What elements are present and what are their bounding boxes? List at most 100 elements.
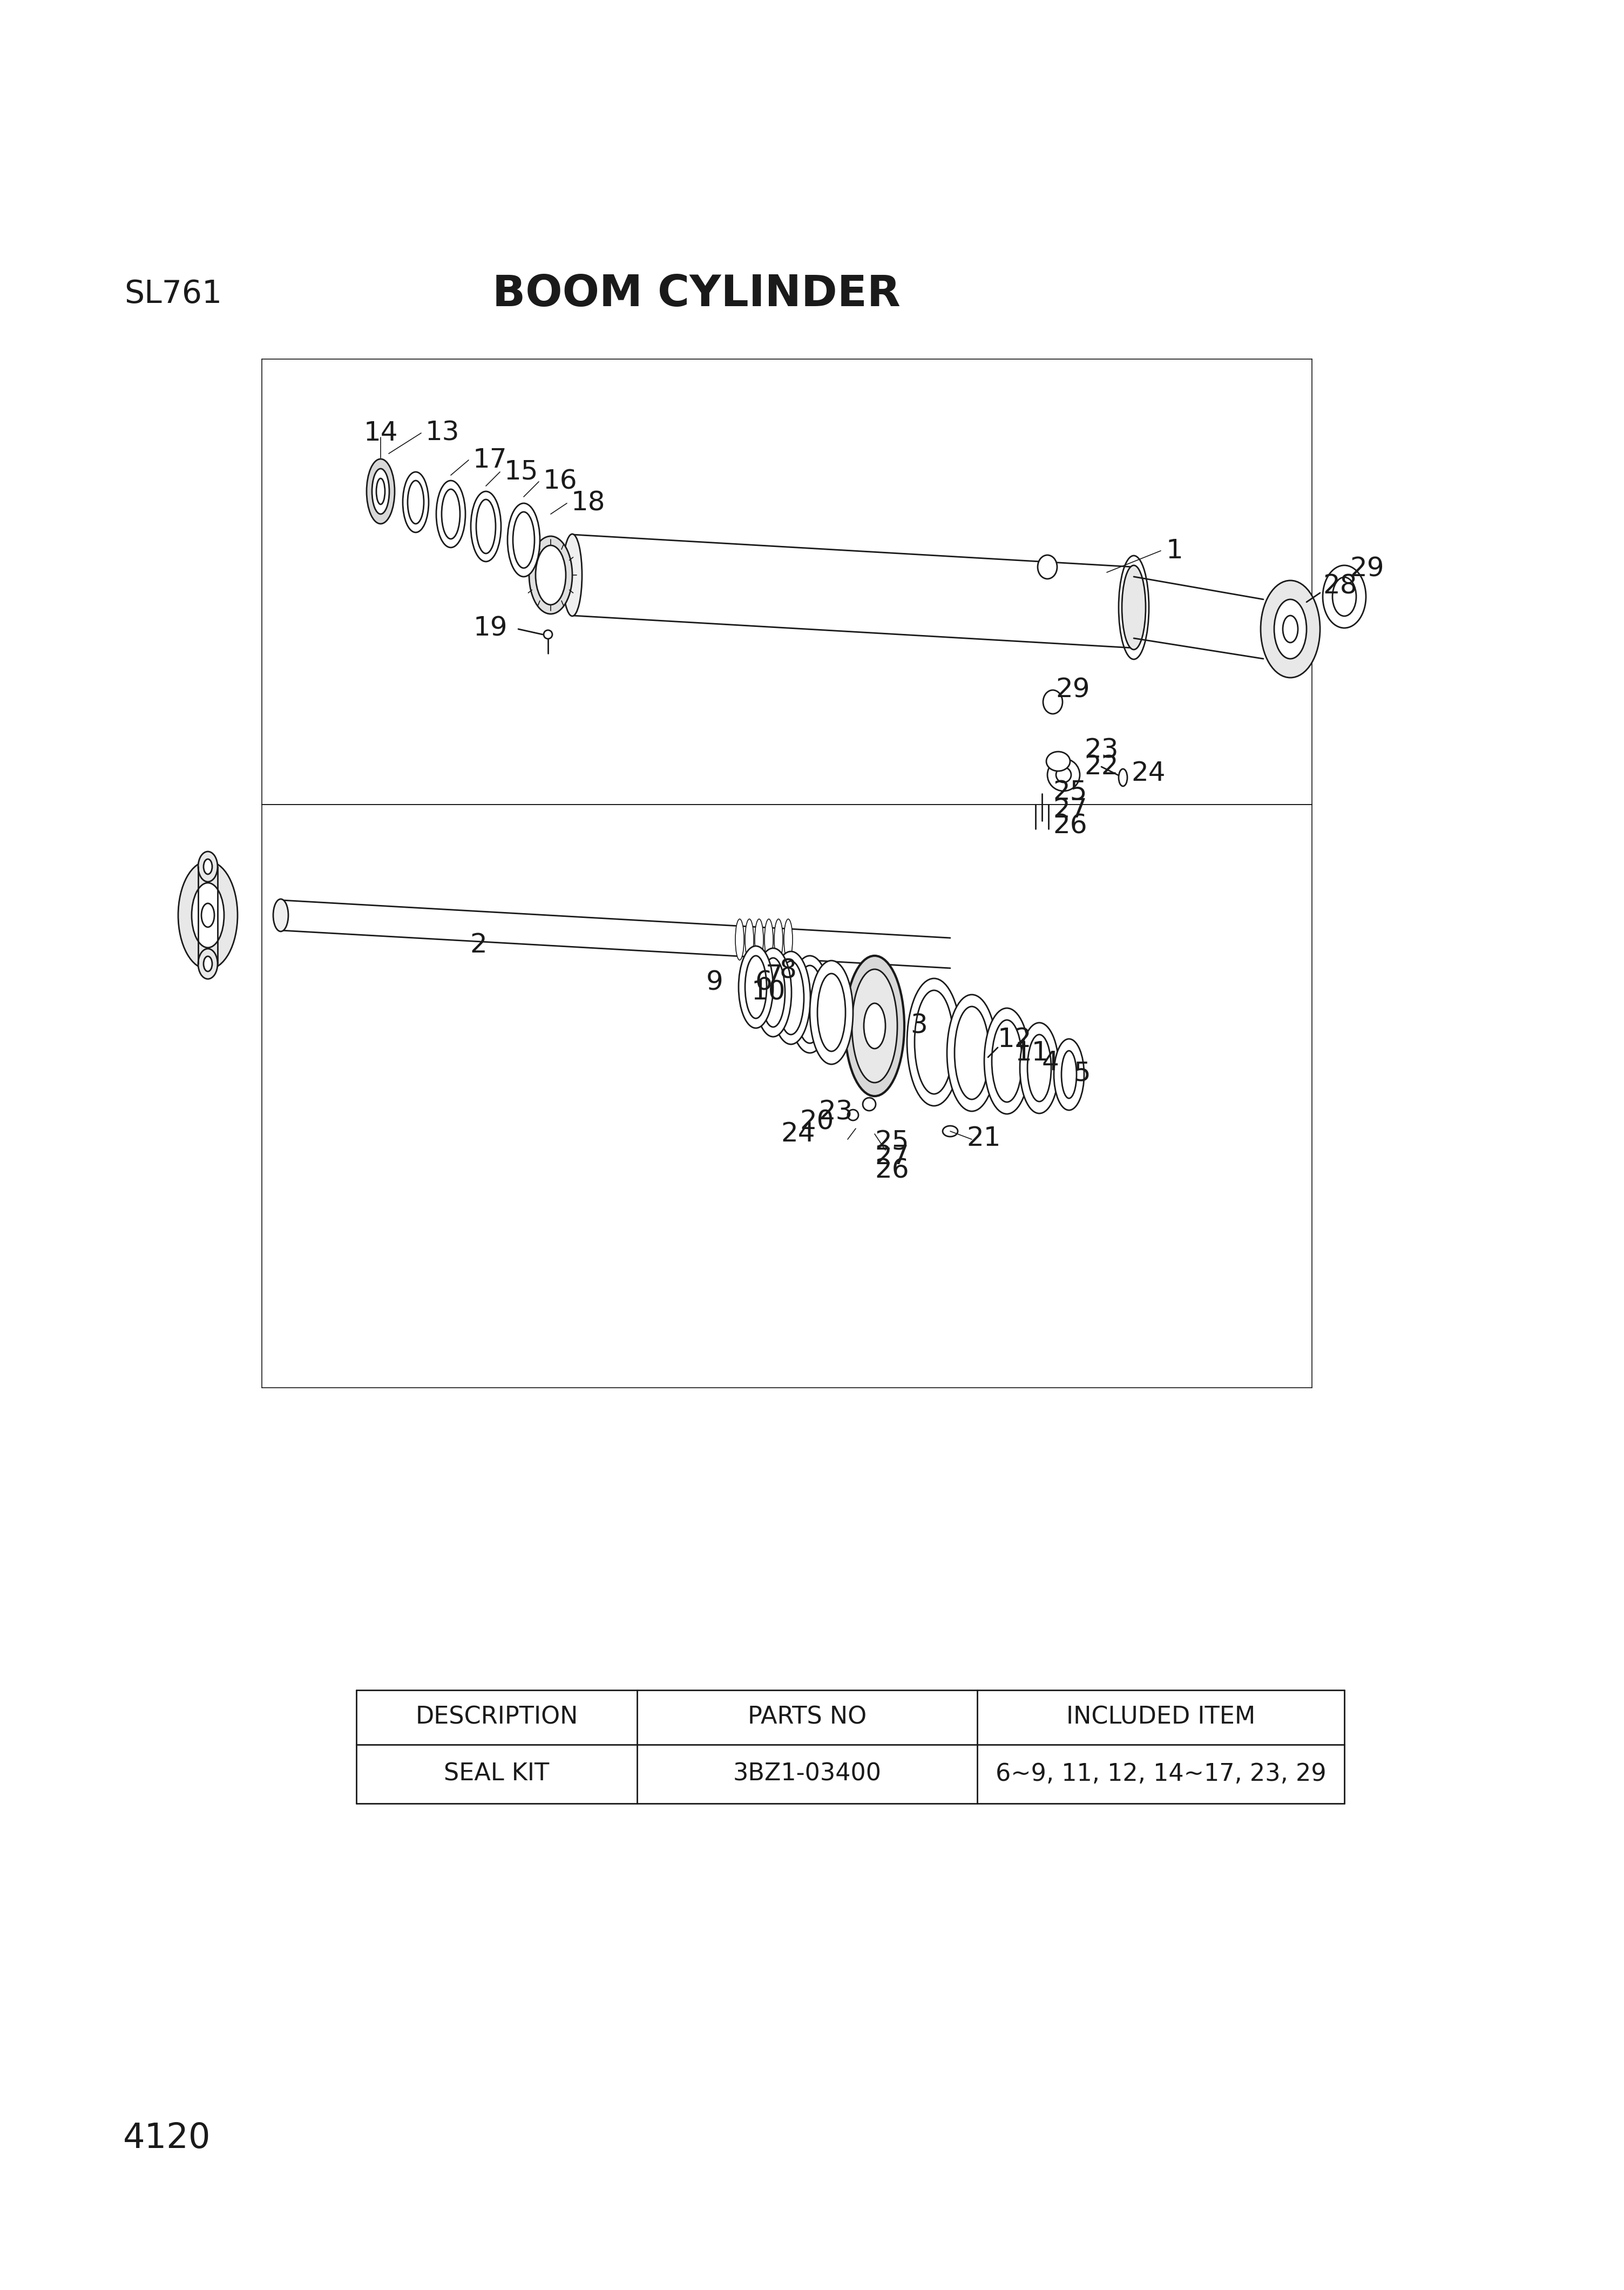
Ellipse shape (796, 966, 823, 1044)
Ellipse shape (372, 469, 390, 513)
Text: 25: 25 (875, 1129, 909, 1154)
Ellipse shape (810, 960, 853, 1065)
Text: INCLUDED ITEM: INCLUDED ITEM (1067, 1706, 1255, 1729)
Text: 22: 22 (1085, 753, 1119, 779)
Ellipse shape (771, 950, 810, 1044)
Ellipse shape (817, 973, 846, 1051)
Ellipse shape (1332, 577, 1356, 616)
Ellipse shape (198, 948, 218, 978)
Ellipse shape (273, 900, 289, 932)
Ellipse shape (1028, 1035, 1051, 1101)
Text: 29: 29 (1056, 678, 1090, 703)
Ellipse shape (442, 490, 460, 538)
Ellipse shape (367, 458, 395, 524)
Text: 14: 14 (364, 419, 398, 447)
Ellipse shape (1260, 579, 1320, 678)
Ellipse shape (1038, 554, 1057, 579)
Ellipse shape (1062, 1051, 1077, 1099)
Ellipse shape (408, 481, 424, 524)
Text: 5: 5 (1073, 1060, 1090, 1085)
Text: 10: 10 (752, 980, 786, 1005)
Ellipse shape (984, 1008, 1030, 1113)
Ellipse shape (908, 978, 961, 1106)
Ellipse shape (1322, 566, 1366, 627)
Ellipse shape (403, 472, 429, 531)
Ellipse shape (864, 1003, 885, 1049)
Text: DESCRIPTION: DESCRIPTION (416, 1706, 578, 1729)
Ellipse shape (755, 918, 763, 960)
Ellipse shape (513, 513, 534, 568)
Ellipse shape (377, 479, 385, 504)
Ellipse shape (848, 1111, 859, 1120)
Ellipse shape (1043, 689, 1062, 714)
Text: 21: 21 (966, 1124, 1000, 1152)
Ellipse shape (1122, 566, 1145, 650)
Text: 8: 8 (780, 957, 796, 985)
Ellipse shape (784, 918, 793, 960)
Ellipse shape (203, 957, 213, 971)
Text: 24: 24 (1130, 760, 1166, 785)
Ellipse shape (507, 504, 539, 577)
Text: PARTS NO: PARTS NO (747, 1706, 867, 1729)
Ellipse shape (201, 902, 214, 927)
Ellipse shape (1119, 769, 1127, 785)
Ellipse shape (529, 536, 572, 614)
Ellipse shape (1283, 616, 1298, 643)
Ellipse shape (736, 918, 744, 960)
Text: 25: 25 (1052, 779, 1086, 806)
Ellipse shape (992, 1019, 1021, 1101)
Text: 12: 12 (997, 1026, 1031, 1053)
Ellipse shape (775, 918, 783, 960)
Text: 6~9, 11, 12, 14~17, 23, 29: 6~9, 11, 12, 14~17, 23, 29 (996, 1763, 1327, 1786)
Text: 16: 16 (542, 469, 578, 495)
Text: 3: 3 (911, 1012, 927, 1040)
Text: 18: 18 (572, 490, 606, 515)
Ellipse shape (179, 861, 237, 969)
Text: 4: 4 (1043, 1049, 1059, 1076)
Text: 24: 24 (781, 1122, 815, 1147)
Ellipse shape (203, 859, 213, 875)
Text: 19: 19 (473, 616, 507, 641)
Text: 17: 17 (473, 447, 507, 474)
Text: 26: 26 (875, 1159, 909, 1184)
Ellipse shape (192, 884, 224, 948)
Ellipse shape (853, 969, 898, 1083)
Ellipse shape (942, 1127, 958, 1136)
Ellipse shape (745, 955, 767, 1019)
Ellipse shape (862, 1097, 875, 1111)
Text: 15: 15 (505, 458, 539, 485)
Text: 27: 27 (875, 1143, 909, 1170)
Ellipse shape (1047, 758, 1080, 790)
Ellipse shape (739, 946, 773, 1028)
Text: 1: 1 (1166, 538, 1184, 563)
Text: 20: 20 (801, 1108, 835, 1136)
Ellipse shape (471, 492, 502, 561)
Ellipse shape (789, 955, 830, 1053)
Text: 2: 2 (469, 932, 487, 957)
Text: 28: 28 (1322, 572, 1358, 598)
Ellipse shape (1020, 1024, 1059, 1113)
Ellipse shape (1056, 767, 1072, 783)
Ellipse shape (755, 948, 791, 1037)
Ellipse shape (476, 499, 495, 554)
Ellipse shape (562, 534, 581, 616)
Ellipse shape (745, 918, 754, 960)
Text: 4120: 4120 (123, 2121, 211, 2155)
Text: SL761: SL761 (123, 279, 222, 309)
Ellipse shape (914, 989, 953, 1095)
Text: SEAL KIT: SEAL KIT (443, 1763, 549, 1786)
Text: 29: 29 (1350, 556, 1384, 582)
Text: 26: 26 (1052, 813, 1086, 838)
Text: 23: 23 (1085, 737, 1119, 763)
Text: 27: 27 (1052, 797, 1086, 822)
Text: 23: 23 (818, 1099, 853, 1124)
Ellipse shape (437, 481, 466, 547)
Ellipse shape (198, 852, 218, 882)
Ellipse shape (1054, 1040, 1085, 1111)
Ellipse shape (844, 955, 905, 1097)
Text: 9: 9 (706, 969, 723, 996)
Text: 6: 6 (755, 969, 771, 996)
Ellipse shape (762, 957, 784, 1026)
Ellipse shape (544, 630, 552, 639)
Text: BOOM CYLINDER: BOOM CYLINDER (492, 273, 901, 316)
